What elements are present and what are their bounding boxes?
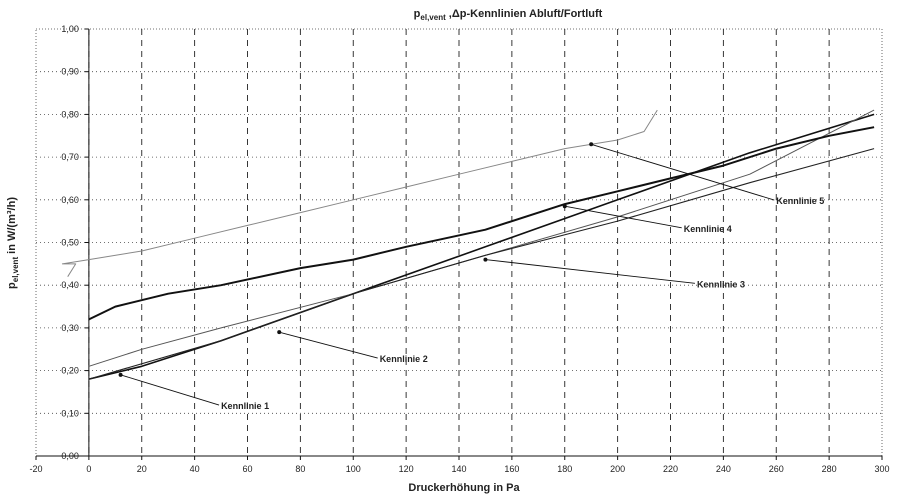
annotation-arrowhead xyxy=(483,257,488,262)
title-rest: ,Δp-Kennlinien Abluft/Fortluft xyxy=(446,8,603,20)
series-line-3 xyxy=(88,148,875,380)
y-tick-label: 0,50 xyxy=(61,238,79,248)
x-tick-label: 20 xyxy=(137,464,147,474)
annotation-label: Kennlinie 1 xyxy=(221,401,269,411)
annotation-label: Kennlinie 4 xyxy=(684,224,732,234)
y-tick-label: 0,40 xyxy=(61,280,79,290)
y-tick-label: 0,80 xyxy=(61,109,79,119)
annotation-arrowhead xyxy=(277,330,282,335)
y-tick-label: 0,30 xyxy=(61,323,79,333)
x-tick-label: -20 xyxy=(29,464,42,474)
series-line-4 xyxy=(88,126,875,321)
x-tick-label: 80 xyxy=(295,464,305,474)
y-tick-label: 0,90 xyxy=(61,67,79,77)
annotation-leader xyxy=(564,205,682,229)
x-tick-label: 60 xyxy=(242,464,252,474)
y-tick-label: 1,00 xyxy=(61,24,79,34)
x-tick-label: 180 xyxy=(557,464,572,474)
annotation-label: Kennlinie 3 xyxy=(697,279,745,289)
ylabel-p: p xyxy=(6,282,18,289)
y-tick-label: 0,10 xyxy=(61,408,79,418)
annotation-label: Kennlinie 5 xyxy=(776,196,824,206)
y-axis-label: pel,vent in W/(m³/h) xyxy=(6,197,20,289)
series-line-1 xyxy=(88,113,875,380)
ylabel-rest: in W/(m³/h) xyxy=(6,197,18,257)
x-tick-label: 40 xyxy=(190,464,200,474)
title-p: p xyxy=(414,8,421,20)
x-tick-label: 280 xyxy=(822,464,837,474)
y-tick-label: 0,20 xyxy=(61,366,79,376)
x-tick-label: 300 xyxy=(874,464,889,474)
x-tick-label: 100 xyxy=(346,464,361,474)
title-subscript: el,vent xyxy=(420,13,446,22)
annotation-label: Kennlinie 2 xyxy=(380,354,428,364)
x-tick-label: 260 xyxy=(769,464,784,474)
annotations: Kennlinie 1 Kennlinie 2 Kennlinie 3 Kennlin… xyxy=(118,142,824,411)
y-tick-label: 0,70 xyxy=(61,152,79,162)
x-tick-label: 220 xyxy=(663,464,678,474)
x-tick-label: 0 xyxy=(86,464,91,474)
annotation-leader xyxy=(120,374,220,406)
annotation-leader xyxy=(591,143,775,201)
chart-title: pel,vent ,Δp-Kennlinien Abluft/Fortluft xyxy=(414,8,603,22)
y-tick-label: 0,60 xyxy=(61,195,79,205)
grid xyxy=(35,28,883,457)
x-axis-label: Druckerhöhung in Pa xyxy=(408,482,520,494)
annotation-leader xyxy=(279,331,378,359)
annotation-arrowhead xyxy=(562,204,567,209)
x-tick-label: 160 xyxy=(504,464,519,474)
y-tick-label: 0,00 xyxy=(61,451,79,461)
axes: -20 0 20 40 60 80 100 120 140 160 180 200 220 240 260 2… xyxy=(29,24,889,474)
annotation-arrowhead xyxy=(118,372,123,377)
x-tick-label: 140 xyxy=(451,464,466,474)
annotation-arrowhead xyxy=(589,142,594,147)
x-tick-label: 120 xyxy=(399,464,414,474)
x-tick-label: 240 xyxy=(716,464,731,474)
annotation-leader xyxy=(485,259,695,284)
x-tick-label: 200 xyxy=(610,464,625,474)
ylabel-subscript: el,vent xyxy=(11,257,20,283)
